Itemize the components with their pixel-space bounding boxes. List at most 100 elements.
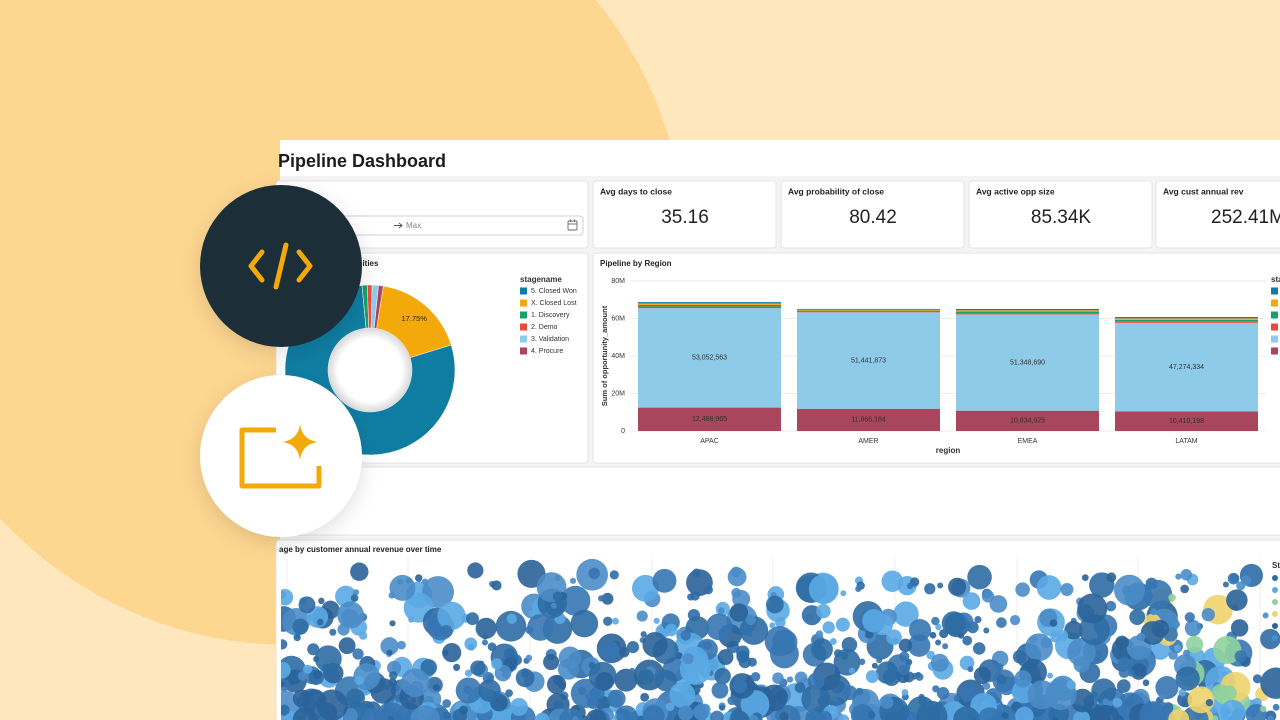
bubble bbox=[1127, 670, 1135, 677]
bubble bbox=[973, 666, 992, 685]
bar-segment[interactable] bbox=[956, 410, 1099, 431]
y-tick-label: 60M bbox=[611, 315, 625, 322]
bubble bbox=[786, 676, 794, 683]
bubble bbox=[967, 564, 992, 590]
bubble bbox=[316, 689, 348, 720]
bar-segment[interactable] bbox=[797, 308, 940, 310]
bubble bbox=[811, 638, 833, 661]
bubble bbox=[638, 669, 654, 685]
legend-label[interactable]: 2. Demo bbox=[531, 324, 558, 331]
bubble bbox=[1168, 593, 1176, 602]
bar-segment[interactable] bbox=[1115, 411, 1258, 431]
kpi-value: 252.41M bbox=[1211, 207, 1280, 228]
legend-label[interactable]: 5. Closed Won bbox=[531, 288, 577, 295]
bubble bbox=[711, 681, 729, 699]
arrow-icon-head bbox=[398, 222, 403, 229]
legend-label[interactable]: 4. Procure bbox=[531, 348, 563, 355]
bubble bbox=[1184, 612, 1195, 623]
bubble bbox=[1178, 688, 1187, 697]
bubble bbox=[380, 637, 399, 656]
bar-segment[interactable] bbox=[638, 304, 781, 307]
bubble bbox=[569, 577, 577, 584]
bubble bbox=[898, 638, 913, 653]
date-input[interactable] bbox=[334, 215, 584, 236]
bubble bbox=[631, 574, 659, 602]
bubble bbox=[901, 689, 909, 696]
bubble bbox=[1205, 699, 1214, 707]
bar-segment[interactable] bbox=[797, 309, 940, 311]
bubble bbox=[1051, 630, 1058, 637]
dashboard-title: Pipeline Dashboard bbox=[278, 151, 446, 171]
bubble bbox=[491, 580, 502, 591]
y-axis-title: Sum of opportunity_amount bbox=[600, 305, 609, 406]
bar-segment[interactable] bbox=[638, 407, 781, 431]
bubble bbox=[1180, 584, 1189, 594]
legend-title: stagename bbox=[520, 275, 562, 284]
bar-segment[interactable] bbox=[1115, 321, 1258, 323]
legend-label[interactable]: 3. Validation bbox=[531, 336, 569, 343]
bar-segment[interactable] bbox=[956, 314, 1099, 411]
date-placeholder: Max bbox=[406, 221, 421, 230]
bubble bbox=[318, 597, 325, 605]
bar-segment[interactable] bbox=[797, 408, 940, 431]
code-icon-badge bbox=[200, 185, 362, 347]
bubble bbox=[455, 677, 482, 704]
bubble bbox=[1227, 572, 1240, 585]
kpi-value: 80.42 bbox=[849, 207, 897, 228]
bubble bbox=[1001, 712, 1008, 719]
legend-label[interactable]: 1. Discovery bbox=[531, 312, 570, 319]
legend-label[interactable]: X. Closed Lost bbox=[531, 300, 577, 307]
bar-segment[interactable] bbox=[956, 308, 1099, 311]
bubble bbox=[1213, 635, 1242, 665]
kpi-value: 35.16 bbox=[661, 207, 709, 228]
bubble bbox=[443, 711, 451, 719]
bubble bbox=[978, 707, 1002, 720]
bubble bbox=[1184, 619, 1202, 637]
bar-segment[interactable] bbox=[797, 310, 940, 312]
bubble bbox=[815, 630, 824, 638]
bubble bbox=[680, 630, 691, 641]
bubble bbox=[432, 684, 440, 692]
bubble bbox=[442, 699, 452, 708]
bar-segment[interactable] bbox=[1115, 318, 1258, 320]
bubble bbox=[1171, 620, 1181, 629]
bubble bbox=[354, 675, 364, 685]
bubble bbox=[1105, 600, 1117, 612]
bubble bbox=[841, 637, 858, 653]
bubble bbox=[1175, 666, 1200, 691]
bubble bbox=[832, 695, 839, 702]
bubble bbox=[1212, 684, 1230, 702]
bubble bbox=[806, 613, 814, 622]
bubble bbox=[1163, 612, 1171, 620]
bar-segment[interactable] bbox=[638, 302, 781, 304]
legend-dot bbox=[1272, 599, 1278, 605]
bubble bbox=[1168, 650, 1178, 660]
bar-segment[interactable] bbox=[1115, 317, 1258, 319]
bubble bbox=[1090, 704, 1121, 720]
bar-segment[interactable] bbox=[1115, 322, 1258, 412]
bar-segment[interactable] bbox=[638, 306, 781, 309]
bubble bbox=[612, 617, 619, 625]
calendar-icon[interactable] bbox=[567, 219, 578, 231]
bubble bbox=[437, 601, 466, 631]
x-axis-title: region bbox=[936, 446, 961, 455]
bar-segment[interactable] bbox=[797, 311, 940, 313]
bar-segment[interactable] bbox=[638, 308, 781, 408]
bar-segment[interactable] bbox=[797, 312, 940, 409]
bar-segment[interactable] bbox=[956, 310, 1099, 312]
ai-icon-badge bbox=[200, 375, 362, 537]
bar-segment[interactable] bbox=[956, 313, 1099, 315]
bubble bbox=[989, 595, 1008, 613]
bubble bbox=[1252, 674, 1263, 684]
bar-segment[interactable] bbox=[956, 311, 1099, 314]
bubble bbox=[935, 639, 942, 646]
bubble bbox=[739, 616, 769, 645]
bar-segment[interactable] bbox=[638, 303, 781, 305]
bubble bbox=[942, 643, 949, 650]
kpi-card bbox=[780, 180, 965, 249]
bubble bbox=[464, 637, 478, 651]
bubble bbox=[528, 610, 536, 617]
bubble bbox=[864, 630, 874, 639]
bar-segment[interactable] bbox=[1115, 319, 1258, 322]
